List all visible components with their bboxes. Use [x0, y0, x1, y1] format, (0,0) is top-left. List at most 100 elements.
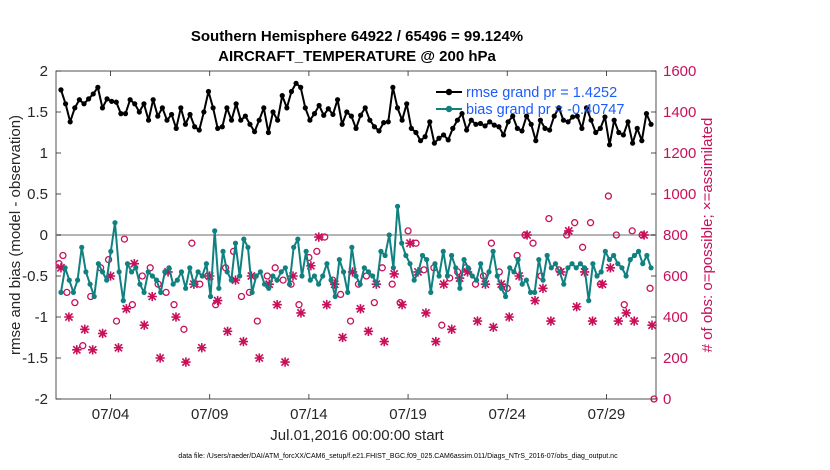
series-point-bias	[166, 265, 172, 271]
y-right-tick-label: 200	[663, 350, 688, 367]
series-point-rmse	[643, 111, 650, 117]
obs-assimilated-marker	[155, 353, 165, 363]
series-point-rmse	[376, 128, 382, 134]
obs-assimilated-marker	[647, 320, 657, 330]
obs-assimilated-marker	[212, 295, 223, 306]
series-point-bias	[644, 252, 650, 259]
obs-assimilated-marker	[587, 316, 598, 326]
series-point-rmse	[570, 114, 576, 120]
series-point-rmse	[348, 113, 354, 119]
obs-possible-marker	[586, 219, 595, 227]
obs-assimilated-marker	[439, 279, 449, 289]
obs-assimilated-marker	[447, 324, 457, 334]
series-point-rmse	[505, 119, 511, 125]
series-point-bias	[498, 285, 505, 291]
series-point-bias	[606, 257, 613, 263]
series-point-rmse	[339, 121, 345, 127]
obs-possible-marker	[628, 227, 636, 235]
series-point-bias	[565, 265, 571, 271]
obs-possible-marker	[188, 239, 196, 247]
series-point-bias	[552, 261, 559, 267]
obs-assimilated-marker	[538, 283, 548, 293]
y-right-tick-label: 600	[663, 268, 688, 285]
series-point-bias	[74, 277, 81, 283]
series-point-bias	[224, 269, 230, 275]
obs-assimilated-marker	[546, 316, 556, 326]
series-point-bias	[403, 252, 409, 259]
legend-label-bias: bias grand pr = -0.40747	[466, 102, 624, 118]
series-point-rmse	[127, 97, 133, 103]
series-point-rmse	[261, 105, 267, 111]
series-point-bias	[207, 293, 214, 300]
series-point-rmse	[265, 129, 272, 136]
series-point-rmse	[247, 121, 253, 127]
series-point-bias	[320, 273, 326, 279]
series-point-rmse	[275, 117, 281, 123]
series-point-rmse	[413, 129, 419, 136]
obs-assimilated-marker	[288, 271, 298, 281]
series-point-bias	[399, 240, 405, 246]
series-point-bias	[212, 228, 218, 234]
series-point-rmse	[630, 140, 636, 146]
series-point-bias	[548, 265, 554, 271]
series-point-rmse	[311, 111, 318, 117]
y-left-tick-label: 0	[40, 227, 48, 244]
series-point-rmse	[519, 128, 525, 134]
series-point-bias	[349, 244, 355, 250]
series-point-rmse	[145, 117, 152, 123]
obs-assimilated-marker	[280, 357, 290, 367]
obs-assimilated-marker	[88, 345, 98, 355]
series-point-bias	[473, 277, 480, 283]
series-point-bias	[137, 281, 143, 287]
y-right-tick-label: 1200	[663, 145, 696, 162]
series-point-bias	[407, 261, 413, 267]
series-point-bias	[581, 265, 588, 271]
obs-assimilated-marker	[205, 271, 215, 281]
series-point-rmse	[330, 111, 336, 118]
obs-possible-marker	[529, 239, 537, 247]
obs-assimilated-marker	[514, 271, 524, 281]
series-point-rmse	[284, 105, 290, 111]
series-point-rmse	[67, 119, 73, 125]
series-point-bias	[361, 265, 367, 271]
series-point-rmse	[362, 105, 368, 111]
data-file-footer: data file: /Users/raeder/DAI/ATM_forcXX/…	[178, 453, 618, 460]
series-point-bias	[573, 265, 579, 271]
series-point-rmse	[150, 97, 156, 103]
series-point-rmse	[514, 125, 520, 131]
series-point-bias	[83, 269, 89, 275]
series-point-bias	[253, 273, 259, 279]
series-point-rmse	[122, 111, 129, 117]
x-axis-label: Jul.01,2016 00:00:00 start	[270, 427, 444, 444]
series-point-bias	[299, 273, 305, 279]
series-point-bias	[191, 281, 197, 287]
series-point-rmse	[205, 88, 212, 95]
series-point-bias	[261, 281, 268, 287]
series-group	[58, 80, 654, 304]
obs-assimilated-marker	[163, 267, 173, 277]
series-point-rmse	[72, 105, 78, 111]
obs-assimilated-marker	[181, 357, 191, 367]
series-point-bias	[245, 244, 251, 250]
series-point-bias	[216, 285, 222, 291]
obs-possible-marker	[346, 317, 355, 325]
obs-assimilated-marker	[488, 322, 499, 332]
series-point-bias	[386, 232, 392, 238]
series-point-rmse	[385, 119, 391, 125]
series-point-bias	[95, 261, 101, 267]
series-point-rmse	[404, 101, 410, 107]
series-point-rmse	[468, 117, 474, 123]
obs-assimilated-marker	[72, 345, 82, 355]
series-point-bias	[411, 277, 417, 283]
series-point-bias	[353, 273, 359, 279]
series-point-bias	[311, 273, 318, 279]
obs-assimilated-marker	[621, 308, 631, 318]
obs-assimilated-marker	[147, 291, 157, 302]
series-point-bias	[611, 252, 617, 259]
obs-assimilated-marker	[397, 300, 407, 310]
series-point-bias	[357, 281, 363, 287]
obs-assimilated-marker	[64, 312, 74, 322]
x-tick-label: 07/19	[389, 406, 427, 423]
series-point-rmse	[104, 96, 110, 102]
legend-label-rmse: rmse grand pr = 1.4252	[466, 85, 617, 101]
